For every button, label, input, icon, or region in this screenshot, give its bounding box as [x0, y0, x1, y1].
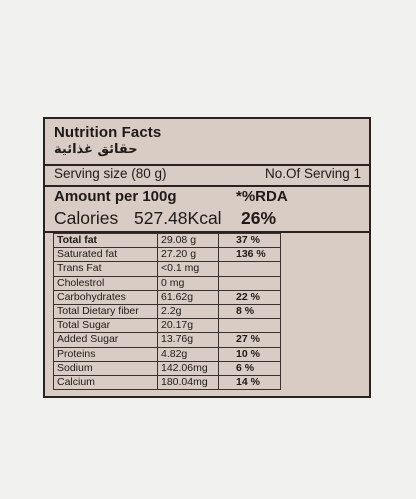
rda-header: *%RDA: [236, 188, 288, 205]
nutrient-name: Sodium: [53, 360, 158, 376]
nutrient-pct: [218, 261, 281, 277]
nutrient-pct: 136 %: [218, 247, 281, 263]
nutrient-qty: 0 mg: [157, 275, 219, 291]
nutrient-name: Calcium: [53, 374, 158, 391]
amount-header: Amount per 100g: [54, 188, 177, 205]
nutrient-qty: 29.08 g: [157, 232, 219, 249]
nutrient-pct-value: [222, 262, 236, 274]
nutrient-qty: 142.06mg: [157, 360, 219, 376]
table-row: Sodium 142.06mg 6 %: [53, 360, 281, 376]
nutrient-name: Total Sugar: [53, 318, 158, 334]
calories-row: Calories 527.48Kcal 26%: [45, 207, 369, 233]
nutrient-qty: 4.82g: [157, 346, 219, 362]
amount-row: Amount per 100g *%RDA: [45, 187, 369, 206]
table-row: Total Dietary fiber 2.2g 8 %: [53, 303, 281, 320]
nutrient-name: Cholestrol: [53, 275, 158, 291]
nutrient-pct: 6 %: [218, 360, 281, 376]
nutrient-qty: <0.1 mg: [157, 261, 219, 277]
table-row: Total Sugar 20.17g: [53, 318, 281, 334]
table-row: Added Sugar 13.76g 27 %: [53, 332, 281, 348]
nutrient-pct-value: 8 %: [236, 305, 255, 318]
calories-label: Calories: [54, 208, 119, 228]
calories-pct: 26%: [241, 208, 277, 228]
serving-size: Serving size (80 g): [54, 166, 167, 181]
servings-count: No.Of Serving 1: [264, 166, 361, 181]
table-row: Proteins 4.82g 10 %: [53, 346, 281, 362]
nutrient-pct-value: 37 %: [236, 234, 260, 247]
nutrient-pct-value: 6 %: [236, 361, 255, 374]
nutrient-name: Saturated fat: [53, 247, 158, 263]
nutrient-pct-value: 136 %: [236, 248, 266, 261]
table-row: Calcium 180.04mg 14 %: [53, 374, 281, 391]
nutrient-qty: 27.20 g: [157, 247, 219, 263]
nutrient-pct-value: 22 %: [236, 290, 260, 303]
nutrient-pct: 10 %: [218, 346, 281, 362]
nutrient-pct: 8 %: [218, 303, 281, 320]
nutrient-pct-value: [222, 319, 236, 331]
nutrient-qty: 61.62g: [157, 289, 219, 305]
nutrient-pct-value: 10 %: [236, 347, 260, 360]
nutrient-name: Proteins: [53, 346, 158, 362]
table-row: Trans Fat <0.1 mg: [53, 261, 281, 277]
nutrient-qty: 20.17g: [157, 318, 219, 334]
calories-value: 527.48Kcal: [134, 208, 222, 228]
nutrient-pct: [218, 275, 281, 291]
nutrient-name: Total Dietary fiber: [53, 303, 158, 320]
nutrient-pct: [218, 318, 281, 334]
nutrient-pct: 14 %: [218, 374, 281, 391]
table-row: Total fat 29.08 g 37 %: [53, 232, 281, 249]
nutrient-name: Added Sugar: [53, 332, 158, 348]
label-title: Nutrition Facts: [54, 124, 162, 141]
nutrient-pct: 27 %: [218, 332, 281, 348]
nutrient-pct-value: 14 %: [236, 375, 260, 388]
nutrient-pct: 37 %: [218, 232, 281, 249]
nutrient-qty: 13.76g: [157, 332, 219, 348]
nutrient-name: Total fat: [53, 232, 158, 249]
nutrient-table: Total fat 29.08 g 37 % Saturated fat 27.…: [53, 232, 281, 391]
nutrient-name: Trans Fat: [53, 261, 158, 277]
table-row: Cholestrol 0 mg: [53, 275, 281, 291]
table-row: Saturated fat 27.20 g 136 %: [53, 247, 281, 263]
serving-row: Serving size (80 g) No.Of Serving 1: [45, 164, 369, 187]
nutrient-pct: 22 %: [218, 289, 281, 305]
title-block: Nutrition Facts حقائق غذائية: [45, 119, 369, 166]
nutrient-qty: 2.2g: [157, 303, 219, 320]
table-row: Carbohydrates 61.62g 22 %: [53, 289, 281, 305]
arabic-title: حقائق غذائية: [54, 142, 138, 157]
nutrient-qty: 180.04mg: [157, 374, 219, 391]
nutrient-pct-value: [222, 277, 236, 289]
nutrient-pct-value: 27 %: [236, 333, 260, 346]
nutrition-label: Nutrition Facts حقائق غذائية Serving siz…: [43, 117, 371, 398]
nutrient-name: Carbohydrates: [53, 289, 158, 305]
